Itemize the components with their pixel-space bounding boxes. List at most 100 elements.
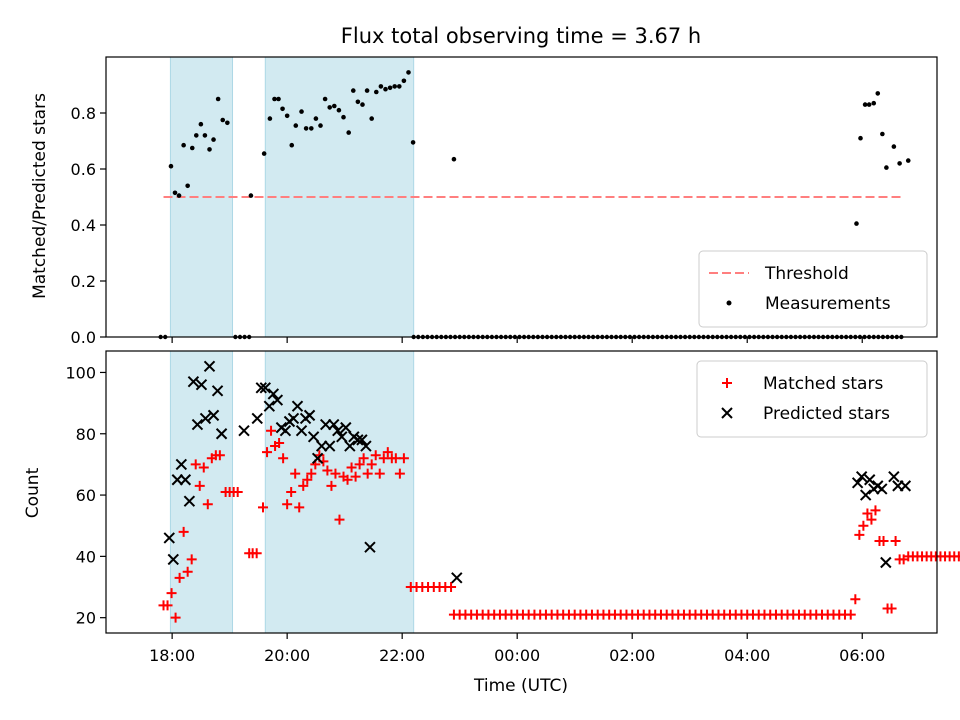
matched-stars-point — [334, 514, 345, 525]
matched-stars-point — [294, 502, 305, 513]
predicted-stars-point — [167, 553, 179, 566]
predicted-stars-point — [899, 480, 912, 492]
predicted-stars-point — [344, 440, 356, 452]
matched-stars-point — [358, 453, 369, 464]
matched-stars-point — [278, 453, 289, 464]
predicted-stars-point — [179, 474, 192, 486]
measurement-point — [378, 84, 384, 89]
count-panel: 20 40 60 80 100 18:00 20:00 22:00 00:00 02:00 04:0… — [65, 350, 960, 665]
measurement-point — [406, 70, 411, 75]
matched-stars-point — [346, 462, 357, 473]
measurement-point — [261, 151, 267, 156]
measurement-point — [410, 140, 416, 145]
predicted-stars-point — [238, 424, 250, 437]
legend-label: Predicted stars — [763, 404, 890, 424]
measurement-point — [225, 120, 230, 126]
measurement-point — [189, 145, 195, 151]
measurement-point — [318, 123, 323, 128]
measurement-point — [905, 158, 911, 163]
measurement-point — [272, 96, 277, 102]
matched-stars-point — [166, 588, 177, 599]
predicted-stars-point — [332, 424, 344, 437]
legend-box — [698, 250, 928, 328]
y-tick-label: 60 — [76, 486, 96, 505]
legend-label: Threshold — [764, 264, 849, 284]
measurement-point — [280, 106, 285, 112]
legend: Matched stars Predicted stars — [696, 360, 928, 438]
matched-stars-point — [306, 468, 317, 479]
measurement-point — [373, 89, 379, 95]
predicted-stars-point — [876, 483, 888, 495]
legend-predicted-marker — [721, 407, 733, 419]
measurement-point — [248, 193, 254, 198]
matched-stars-point — [186, 554, 197, 565]
measurement-point — [336, 107, 342, 113]
predicted-stars-point — [864, 474, 876, 486]
measurement-point — [181, 142, 186, 148]
matched-stars-point — [178, 526, 189, 537]
axes-frame — [105, 350, 938, 634]
y-tick-label: 0.6 — [71, 160, 96, 179]
matched-stars-point — [870, 505, 881, 516]
predicted-stars-point — [207, 409, 220, 422]
x-tick-label: 18:00 — [149, 646, 195, 665]
measurement-point — [322, 96, 328, 102]
predicted-stars-point — [364, 541, 376, 553]
matched-stars-point — [198, 462, 209, 473]
y-tick-label: 0.4 — [71, 216, 96, 235]
predicted-stars-point — [324, 440, 336, 452]
y-tick-label: 80 — [76, 425, 96, 444]
matched-stars-point — [251, 548, 262, 559]
matched-stars-point — [182, 566, 193, 577]
matched-stars-point — [194, 480, 205, 491]
predicted-stars-point — [855, 470, 868, 483]
measurement-point — [198, 121, 204, 127]
measurement-point — [299, 109, 304, 114]
legend-label: Matched stars — [763, 374, 883, 394]
predicted-stars-point — [259, 382, 272, 394]
predicted-stars-point — [199, 412, 212, 425]
matched-stars-point — [214, 450, 225, 461]
matched-stars-point — [274, 437, 285, 448]
predicted-stars-point — [175, 458, 188, 471]
matched-stars-point — [322, 465, 333, 476]
x-tick-label: 20:00 — [264, 646, 310, 665]
measurement-point — [360, 102, 365, 107]
measurement-point — [897, 161, 902, 166]
measurement-point — [346, 130, 351, 135]
predicted-stars-point — [851, 477, 864, 489]
matched-stars-point — [886, 603, 897, 614]
predicted-stars-point — [303, 409, 316, 422]
y-tick-label: 0.2 — [71, 272, 96, 291]
measurement-point — [185, 183, 190, 189]
matched-stars-point — [953, 551, 960, 562]
matched-stars-point — [266, 425, 277, 436]
measurement-point — [875, 91, 881, 96]
matched-stars-point — [262, 447, 273, 458]
matched-stars-point — [257, 502, 268, 513]
predicted-stars-point — [307, 431, 320, 443]
y-tick-label: 100 — [65, 363, 96, 382]
matched-stars-point — [858, 520, 869, 531]
matched-stars-point — [374, 468, 385, 479]
predicted-stars-point — [336, 431, 348, 443]
measurement-point — [891, 144, 897, 149]
matched-stars-point — [282, 499, 293, 510]
y-tick-label: 40 — [76, 547, 96, 566]
matched-stars-point — [366, 459, 377, 470]
measurement-point — [303, 126, 309, 131]
measurement-point — [172, 190, 178, 196]
predicted-stars-point — [888, 470, 900, 483]
measurement-point — [369, 116, 374, 121]
matched-stars-point — [878, 536, 889, 547]
measurement-point — [858, 135, 863, 141]
matched-stars-point — [170, 612, 181, 623]
predicted-stars-point — [251, 412, 263, 425]
matched-stars-point — [854, 529, 865, 540]
y-tick-label: 0.8 — [71, 104, 96, 123]
x-axis-label: Time (UTC) — [473, 676, 568, 696]
predicted-stars-point — [859, 489, 872, 501]
measurement-point — [387, 85, 393, 91]
ratio-panel: 0.0 0.2 0.4 0.6 0.8 Threshold Measurements — [71, 56, 938, 347]
